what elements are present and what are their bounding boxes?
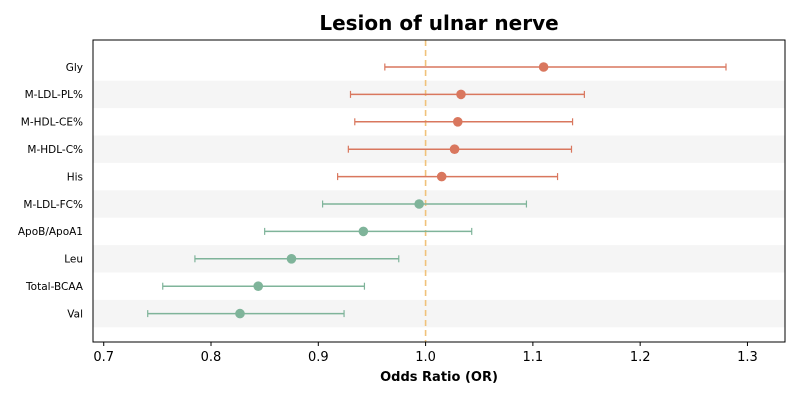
y-tick-label: M-HDL-C% (27, 144, 83, 156)
or-point (456, 89, 466, 100)
y-tick-label: M-LDL-FC% (23, 199, 83, 211)
y-tick-label: Total-BCAA (25, 281, 84, 293)
chart-marks (147, 62, 727, 319)
ci-row-His (337, 171, 559, 182)
ci-row-Gly (384, 62, 727, 72)
x-tick-label: 1.2 (630, 350, 651, 365)
y-tick-label: M-HDL-CE% (21, 117, 83, 129)
x-tick-label: 0.8 (201, 350, 222, 365)
ci-row-M-HDL-C% (347, 144, 573, 154)
or-point (358, 226, 369, 237)
or-point (452, 117, 463, 127)
x-tick-label: 0.9 (308, 350, 329, 365)
y-axis-labels: Gly M-LDL-PL% M-HDL-CE% M-HDL-C% His M-LDL-FC… (18, 62, 84, 321)
x-tick-label: 1.0 (415, 350, 436, 365)
ci-row-Total-BCAA (162, 281, 366, 292)
or-point (436, 171, 447, 182)
ci-row-M-LDL-FC% (321, 199, 528, 209)
or-point (286, 253, 297, 264)
ci-row-ApoB/ApoA1 (264, 226, 473, 237)
or-point (414, 199, 424, 209)
y-tick-label: Leu (64, 254, 83, 266)
chart-title: Lesion of ulnar nerve (319, 11, 558, 35)
or-point (253, 281, 264, 292)
x-tick-label: 1.3 (737, 350, 758, 365)
y-tick-label: Val (67, 308, 83, 320)
ci-row-Val (147, 308, 345, 319)
or-point (235, 308, 245, 319)
y-tick-label: ApoB/ApoA1 (18, 226, 83, 238)
ci-row-M-HDL-CE% (354, 117, 574, 127)
or-point (538, 62, 549, 72)
or-point (449, 144, 460, 154)
y-tick-label: Gly (66, 62, 83, 74)
x-axis: 0.7 0.8 0.9 1.0 1.1 1.2 1.3 (93, 342, 758, 365)
x-tick-label: 1.1 (523, 350, 544, 365)
ci-row-Leu (194, 253, 400, 264)
ci-row-M-LDL-PL% (349, 89, 585, 100)
plot-frame (92, 39, 786, 343)
y-tick-label: M-LDL-PL% (25, 89, 83, 101)
x-tick-label: 0.7 (93, 350, 114, 365)
y-tick-label: His (67, 171, 83, 183)
x-axis-label: Odds Ratio (OR) (380, 370, 498, 385)
